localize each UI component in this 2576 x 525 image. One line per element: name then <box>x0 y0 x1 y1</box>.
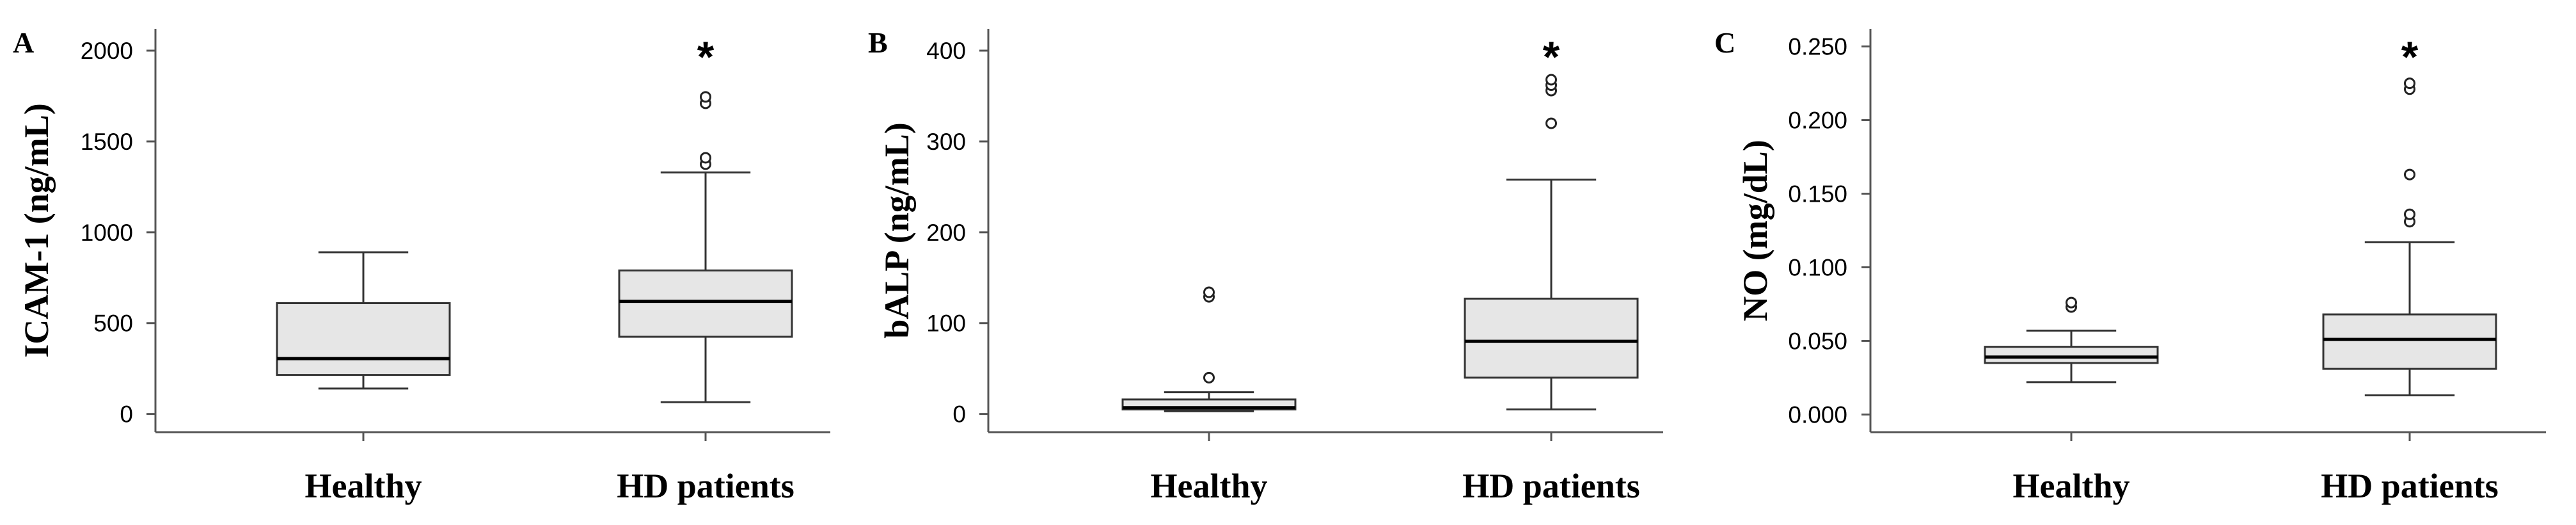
box-healthy <box>276 251 451 390</box>
y-tick-label: 200 <box>926 220 966 246</box>
y-tick-label: 0.050 <box>1788 328 1847 354</box>
y-tick-label: 2000 <box>81 38 133 64</box>
significance-marker: * <box>697 33 715 81</box>
iqr-box <box>618 269 793 338</box>
box-hd-patients <box>2322 77 2497 397</box>
outlier-point <box>2066 296 2077 309</box>
y-tick-label: 0.100 <box>1788 254 1847 280</box>
box-hd-patients <box>1464 74 1639 411</box>
outlier-point <box>1203 371 1215 384</box>
panel-c: C NO (mg/dL) 0.000 0.050 0.100 0.150 0.200 0.25… <box>1714 26 2546 505</box>
panel-letter: C <box>1714 26 1735 59</box>
outlier-point <box>2404 168 2415 181</box>
y-tick-label: 0.150 <box>1788 181 1847 207</box>
outlier-point <box>1203 286 1215 298</box>
y-tick-label: 1500 <box>81 129 133 155</box>
y-tick-label: 100 <box>926 311 966 337</box>
x-tick-label: Healthy <box>1151 467 1268 505</box>
box-hd-patients <box>618 91 793 403</box>
outlier-point <box>1545 117 1557 129</box>
y-tick-label: 400 <box>926 38 966 64</box>
outlier-point <box>2404 77 2415 90</box>
y-axis-label: NO (mg/dL) <box>1736 140 1774 321</box>
x-tick-label: Healthy <box>305 467 422 505</box>
outlier-point <box>700 91 711 103</box>
y-tick-label: 0 <box>120 401 133 428</box>
outlier-point <box>1545 74 1557 86</box>
y-tick-label: 0.200 <box>1788 108 1847 134</box>
y-axis-label: bALP (ng/mL) <box>878 122 916 339</box>
box-healthy <box>1984 296 2159 384</box>
iqr-box <box>1984 346 2159 364</box>
x-tick-label: Healthy <box>2013 467 2130 505</box>
panel-letter: A <box>13 26 34 59</box>
y-tick-label: 0.000 <box>1788 401 1847 428</box>
x-tick-label: HD patients <box>2321 467 2499 505</box>
iqr-box <box>1464 297 1639 379</box>
significance-marker: * <box>1543 33 1560 81</box>
y-tick-label: 0.250 <box>1788 34 1847 60</box>
iqr-box <box>2322 313 2497 370</box>
outlier-point <box>2404 208 2415 220</box>
x-tick-label: HD patients <box>617 467 794 505</box>
y-tick-label: 0 <box>952 401 966 428</box>
significance-marker: * <box>2401 33 2419 81</box>
iqr-box <box>276 302 451 376</box>
panel-letter: B <box>868 26 888 59</box>
outlier-point <box>700 152 711 164</box>
x-tick-label: HD patients <box>1462 467 1640 505</box>
panel-a: A ICAM-1 (ng/mL) 0 500 1000 1500 2000 Healthy HD… <box>13 26 830 505</box>
y-tick-label: 500 <box>93 311 133 337</box>
y-tick-label: 1000 <box>81 220 133 246</box>
box-healthy <box>1121 286 1297 412</box>
y-axis-label: ICAM-1 (ng/mL) <box>17 103 56 357</box>
y-tick-label: 300 <box>926 129 966 155</box>
